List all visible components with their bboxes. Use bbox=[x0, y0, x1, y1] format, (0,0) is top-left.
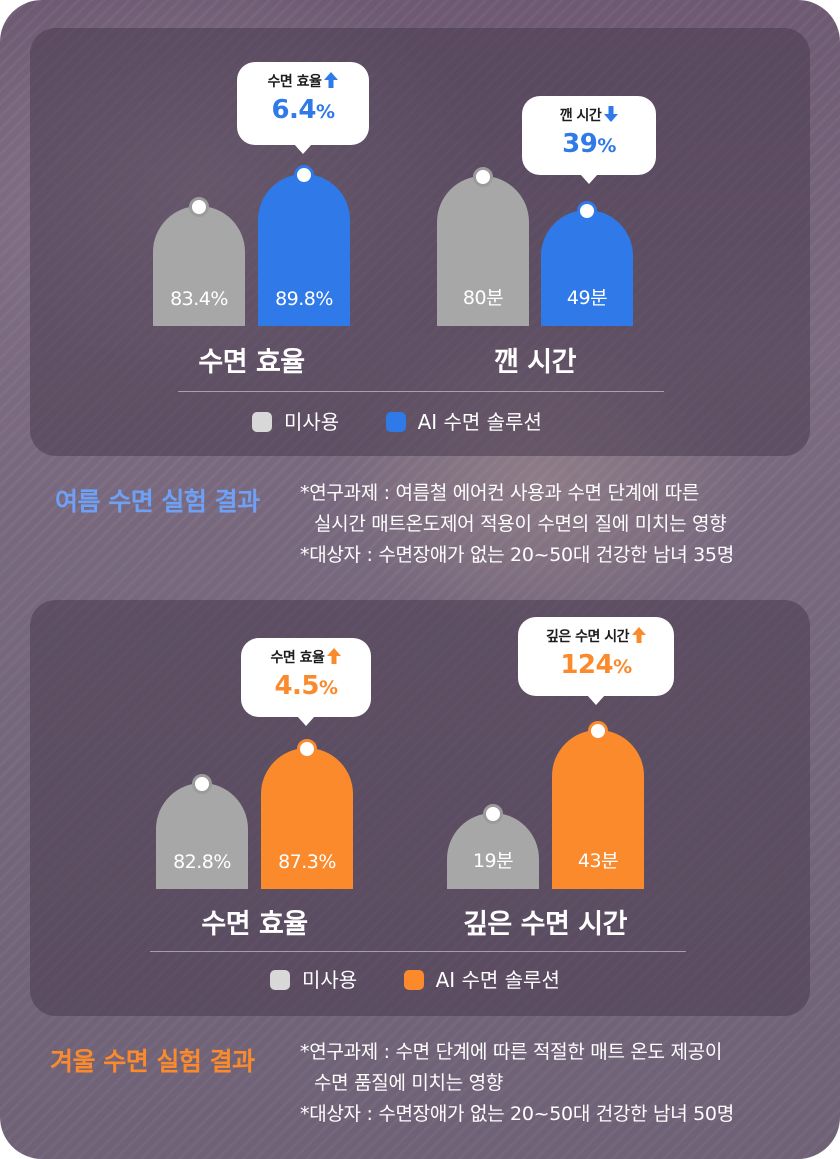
callout-label: 깬 시간 bbox=[522, 105, 656, 125]
callout-value: 124% bbox=[518, 650, 674, 680]
note-line: *연구과제 : 수면 단계에 따른 적절한 매트 온도 제공이 bbox=[300, 1041, 722, 1063]
bar-marker-dot bbox=[577, 201, 597, 221]
callout-number: 4.5 bbox=[274, 671, 319, 701]
callout-number: 124 bbox=[560, 650, 614, 680]
callout-value: 39% bbox=[522, 129, 656, 159]
winter-section-title: 겨울 수면 실험 결과 bbox=[50, 1047, 255, 1076]
chart-title-winter-efficiency: 수면 효율 bbox=[201, 909, 308, 940]
callout-label-text: 수면 효율 bbox=[270, 650, 325, 666]
bar-value-label: 19분 bbox=[472, 850, 514, 872]
arrow-up-icon bbox=[324, 72, 339, 88]
legend-label: 미사용 bbox=[302, 968, 358, 992]
legend-swatch bbox=[385, 412, 406, 432]
legend-item-ai: AI 수면 솔루션 bbox=[403, 964, 560, 993]
legend-label: AI 수면 솔루션 bbox=[417, 410, 542, 434]
callout-value: 6.4% bbox=[237, 95, 369, 125]
legend-item-unused: 미사용 bbox=[252, 406, 339, 435]
summer-section-title: 여름 수면 실험 결과 bbox=[55, 487, 260, 516]
chart-title-summer-efficiency: 수면 효율 bbox=[198, 347, 305, 378]
bar-value-label: 89.8% bbox=[275, 288, 333, 310]
legend-item-ai: AI 수면 솔루션 bbox=[385, 406, 542, 435]
bar-winter-deep-ai: 43분 bbox=[552, 721, 644, 889]
note-line: *연구과제 : 여름철 에어컨 사용과 수면 단계에 따른 bbox=[300, 482, 700, 504]
callout-winter-deep: 깊은 수면 시간 124% bbox=[518, 617, 674, 705]
callout-unit: % bbox=[316, 101, 335, 123]
callout-summer-awake: 깬 시간 39% bbox=[522, 96, 656, 184]
legend-swatch bbox=[403, 970, 424, 990]
callout-label-text: 수면 효율 bbox=[267, 74, 322, 90]
callout-winter-efficiency: 수면 효율 4.5% bbox=[241, 638, 371, 726]
bar-winter-efficiency-unused: 82.8% bbox=[156, 774, 248, 889]
legend-label: AI 수면 솔루션 bbox=[435, 968, 560, 992]
bar-value-label: 87.3% bbox=[278, 851, 336, 873]
chart-title-winter-deep: 깊은 수면 시간 bbox=[463, 909, 627, 940]
bar-marker-dot bbox=[294, 165, 314, 185]
callout-number: 6.4 bbox=[271, 95, 316, 125]
callout-unit: % bbox=[597, 135, 616, 157]
summer-notes: *연구과제 : 여름철 에어컨 사용과 수면 단계에 따른 실시간 매트온도제어… bbox=[300, 478, 734, 571]
bar-value-label: 80분 bbox=[462, 287, 504, 309]
bar-value-label: 82.8% bbox=[173, 851, 231, 873]
callout-label: 깊은 수면 시간 bbox=[518, 626, 674, 646]
bar-marker-dot bbox=[297, 739, 317, 759]
bar-summer-awake-unused: 80분 bbox=[437, 167, 529, 326]
legend-summer: 미사용 AI 수면 솔루션 bbox=[252, 406, 582, 435]
winter-chart-panel bbox=[30, 600, 810, 1016]
bar-summer-awake-ai: 49분 bbox=[541, 201, 633, 326]
callout-label-text: 깊은 수면 시간 bbox=[545, 629, 630, 645]
note-line: *대상자 : 수면장애가 없는 20~50대 건강한 남녀 35명 bbox=[300, 544, 734, 566]
bar-summer-efficiency-unused: 83.4% bbox=[153, 197, 245, 326]
arrow-up-icon bbox=[327, 648, 342, 664]
callout-label: 수면 효율 bbox=[241, 647, 371, 667]
bar-marker-dot bbox=[189, 197, 209, 217]
bar-value-label: 83.4% bbox=[170, 288, 228, 310]
callout-unit: % bbox=[613, 656, 632, 678]
bar-marker-dot bbox=[588, 721, 608, 741]
arrow-down-icon bbox=[604, 106, 619, 122]
callout-value: 4.5% bbox=[241, 671, 371, 701]
bar-summer-efficiency-ai: 89.8% bbox=[258, 165, 350, 326]
bar-value-label: 43분 bbox=[577, 850, 619, 872]
callout-label-text: 깬 시간 bbox=[559, 108, 602, 124]
legend-item-unused: 미사용 bbox=[270, 964, 357, 993]
arrow-up-icon bbox=[632, 627, 647, 643]
legend-divider bbox=[150, 951, 686, 952]
legend-divider bbox=[178, 391, 664, 392]
bar-marker-dot bbox=[192, 774, 212, 794]
chart-title-summer-awake: 깬 시간 bbox=[494, 347, 576, 378]
winter-notes: *연구과제 : 수면 단계에 따른 적절한 매트 온도 제공이 수면 품질에 미… bbox=[300, 1037, 734, 1130]
legend-swatch bbox=[270, 970, 290, 990]
callout-summer-efficiency: 수면 효율 6.4% bbox=[237, 62, 369, 154]
bar-marker-dot bbox=[483, 804, 503, 824]
legend-swatch bbox=[252, 412, 272, 432]
callout-number: 39 bbox=[562, 129, 598, 159]
bar-winter-deep-unused: 19분 bbox=[447, 804, 539, 889]
bar-winter-efficiency-ai: 87.3% bbox=[261, 739, 353, 889]
bar-value-label: 49분 bbox=[566, 287, 608, 309]
note-line: 수면 품질에 미치는 영향 bbox=[314, 1072, 504, 1094]
legend-winter: 미사용 AI 수면 솔루션 bbox=[270, 964, 600, 993]
legend-label: 미사용 bbox=[284, 410, 340, 434]
callout-label: 수면 효율 bbox=[237, 71, 369, 91]
bar-marker-dot bbox=[473, 167, 493, 187]
note-line: 실시간 매트온도제어 적용이 수면의 질에 미치는 영향 bbox=[314, 513, 727, 535]
note-line: *대상자 : 수면장애가 없는 20~50대 건강한 남녀 50명 bbox=[300, 1103, 734, 1125]
callout-unit: % bbox=[319, 677, 338, 699]
